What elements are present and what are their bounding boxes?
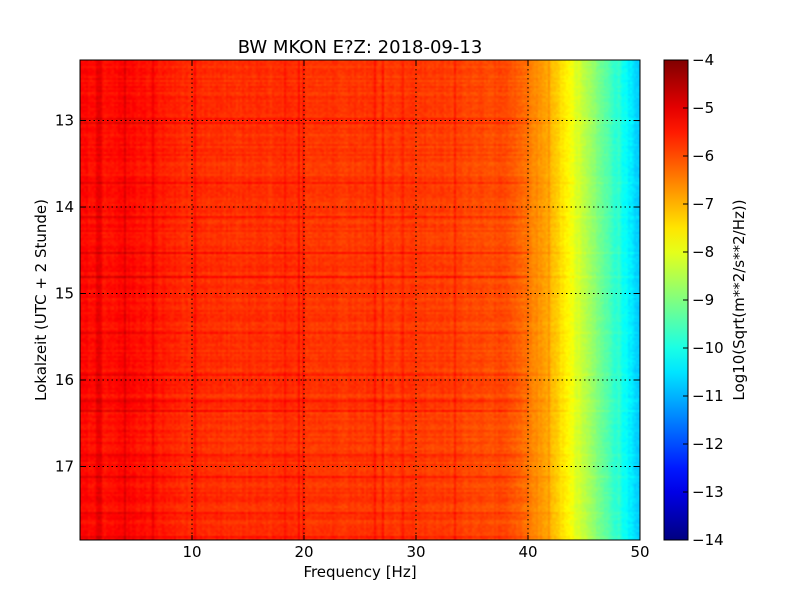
colorbar-tick-label: −7 <box>692 195 714 213</box>
grid-lines <box>80 60 640 540</box>
x-tick-label: 10 <box>182 543 201 561</box>
colorbar: −4 −5 −6 −7 −8 −9 −10 −11 −12 −13 −14 Log10(Sqrt(m… <box>663 51 748 549</box>
y-axis-ticks: 13 14 15 16 17 <box>55 112 640 475</box>
x-tick-label: 40 <box>518 543 537 561</box>
x-axis-ticks: 10 20 30 40 50 <box>182 60 650 561</box>
colorbar-tick-label: −9 <box>692 291 714 309</box>
colorbar-tick-label: −11 <box>692 387 724 405</box>
spectrogram-heatmap <box>80 60 640 540</box>
colorbar-tick-label: −5 <box>692 99 714 117</box>
y-tick-label: 16 <box>55 371 74 389</box>
x-axis-label: Frequency [Hz] <box>303 563 416 581</box>
y-tick-label: 17 <box>55 457 74 475</box>
colorbar-tick-label: −10 <box>692 339 724 357</box>
colorbar-tick-label: −6 <box>692 147 714 165</box>
plot-frame <box>79 59 641 541</box>
colorbar-tick-label: −4 <box>692 51 714 69</box>
y-tick-label: 13 <box>55 112 74 130</box>
colorbar-ticks: −4 −5 −6 −7 −8 −9 −10 −11 −12 −13 −14 <box>683 51 724 549</box>
colorbar-tick-label: −13 <box>692 483 724 501</box>
x-tick-label: 50 <box>630 543 649 561</box>
colorbar-tick-label: −14 <box>692 531 724 549</box>
y-tick-label: 15 <box>55 285 74 303</box>
colorbar-label: Log10(Sqrt(m**2/s**2/Hz)) <box>730 199 748 400</box>
chart-title: BW MKON E?Z: 2018-09-13 <box>238 37 483 58</box>
x-tick-label: 30 <box>406 543 425 561</box>
x-tick-label: 20 <box>294 543 313 561</box>
y-axis-label: Lokalzeit (UTC + 2 Stunde) <box>32 199 50 401</box>
colorbar-tick-label: −12 <box>692 435 724 453</box>
plot-area: 10 20 30 40 50 13 14 15 16 17 <box>55 59 650 561</box>
colorbar-tick-label: −8 <box>692 243 714 261</box>
y-tick-label: 14 <box>55 198 74 216</box>
